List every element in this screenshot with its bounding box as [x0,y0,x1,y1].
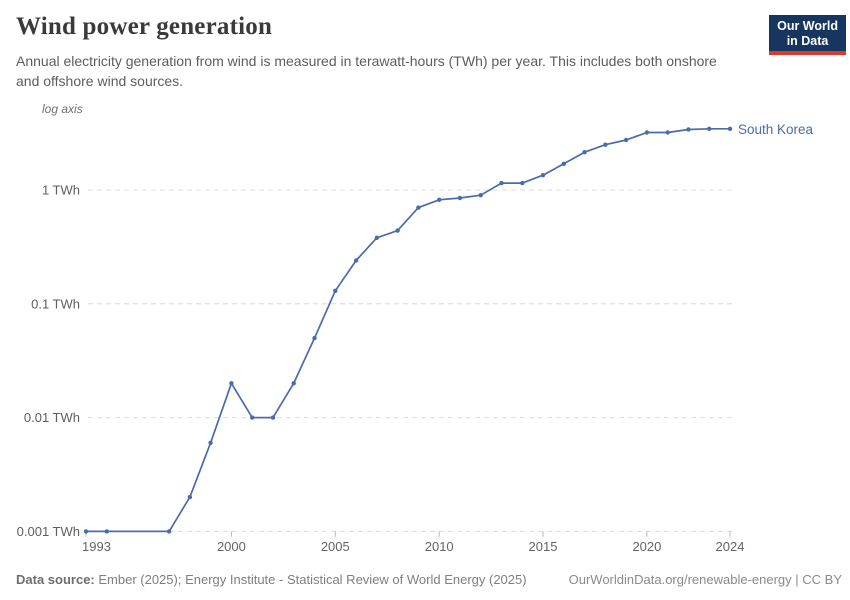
data-point [582,150,587,155]
data-point [229,381,234,386]
x-tick-label: 2010 [425,539,454,554]
data-source-text: Data source: Ember (2025); Energy Instit… [16,572,527,587]
data-point [395,228,400,233]
series-label-south-korea: South Korea [738,122,814,137]
data-point [208,440,213,445]
data-point [187,494,193,500]
data-point [561,161,566,166]
chart-subtitle: Annual electricity generation from wind … [16,53,717,89]
data-source-label: Data source: [16,572,95,587]
data-point [603,142,608,147]
data-point [270,415,276,420]
x-tick-label: 2000 [217,539,246,554]
owid-logo-line2: in Data [786,33,829,48]
page-title: Wind power generation [16,13,273,40]
series-line-south-korea [85,127,731,533]
data-point [291,381,296,386]
data-point [665,130,670,135]
owid-footer-link[interactable]: OurWorldinData.org/renewable-energy | CC… [568,572,842,587]
data-point [104,529,110,534]
x-tick-label: 1993 [82,539,111,554]
data-point [353,258,359,263]
data-point [250,415,255,420]
data-point [707,126,712,131]
y-tick-label: 0.001 TWh [17,524,80,539]
footer: Data source: Ember (2025); Energy Instit… [16,572,842,587]
y-tick-label: 0.01 TWh [24,410,80,425]
data-point [686,127,691,132]
data-point [166,529,172,534]
data-point [520,180,525,186]
data-point [478,193,483,198]
y-tick-label: 0.1 TWh [31,296,80,311]
x-tick-label: 2015 [529,539,558,554]
data-point [623,137,629,143]
owid-logo[interactable]: Our World in Data [769,15,846,55]
data-point [416,205,421,210]
data-point [437,197,442,202]
log-axis-note: log axis [42,102,83,116]
data-source-value: Ember (2025); Energy Institute - Statist… [94,572,527,587]
x-tick-label: 2024 [716,539,745,554]
data-point [312,335,317,341]
data-point [374,235,379,240]
data-point [644,130,650,135]
data-point [499,180,504,186]
data-point [727,126,733,131]
x-tick-label: 2020 [632,539,661,554]
owid-logo-line1: Our World [777,19,838,33]
data-point [540,173,546,178]
x-tick-label: 2005 [321,539,350,554]
data-point [457,195,463,201]
y-tick-label: 1 TWh [42,183,80,198]
data-point [333,288,338,293]
data-point [83,529,89,534]
